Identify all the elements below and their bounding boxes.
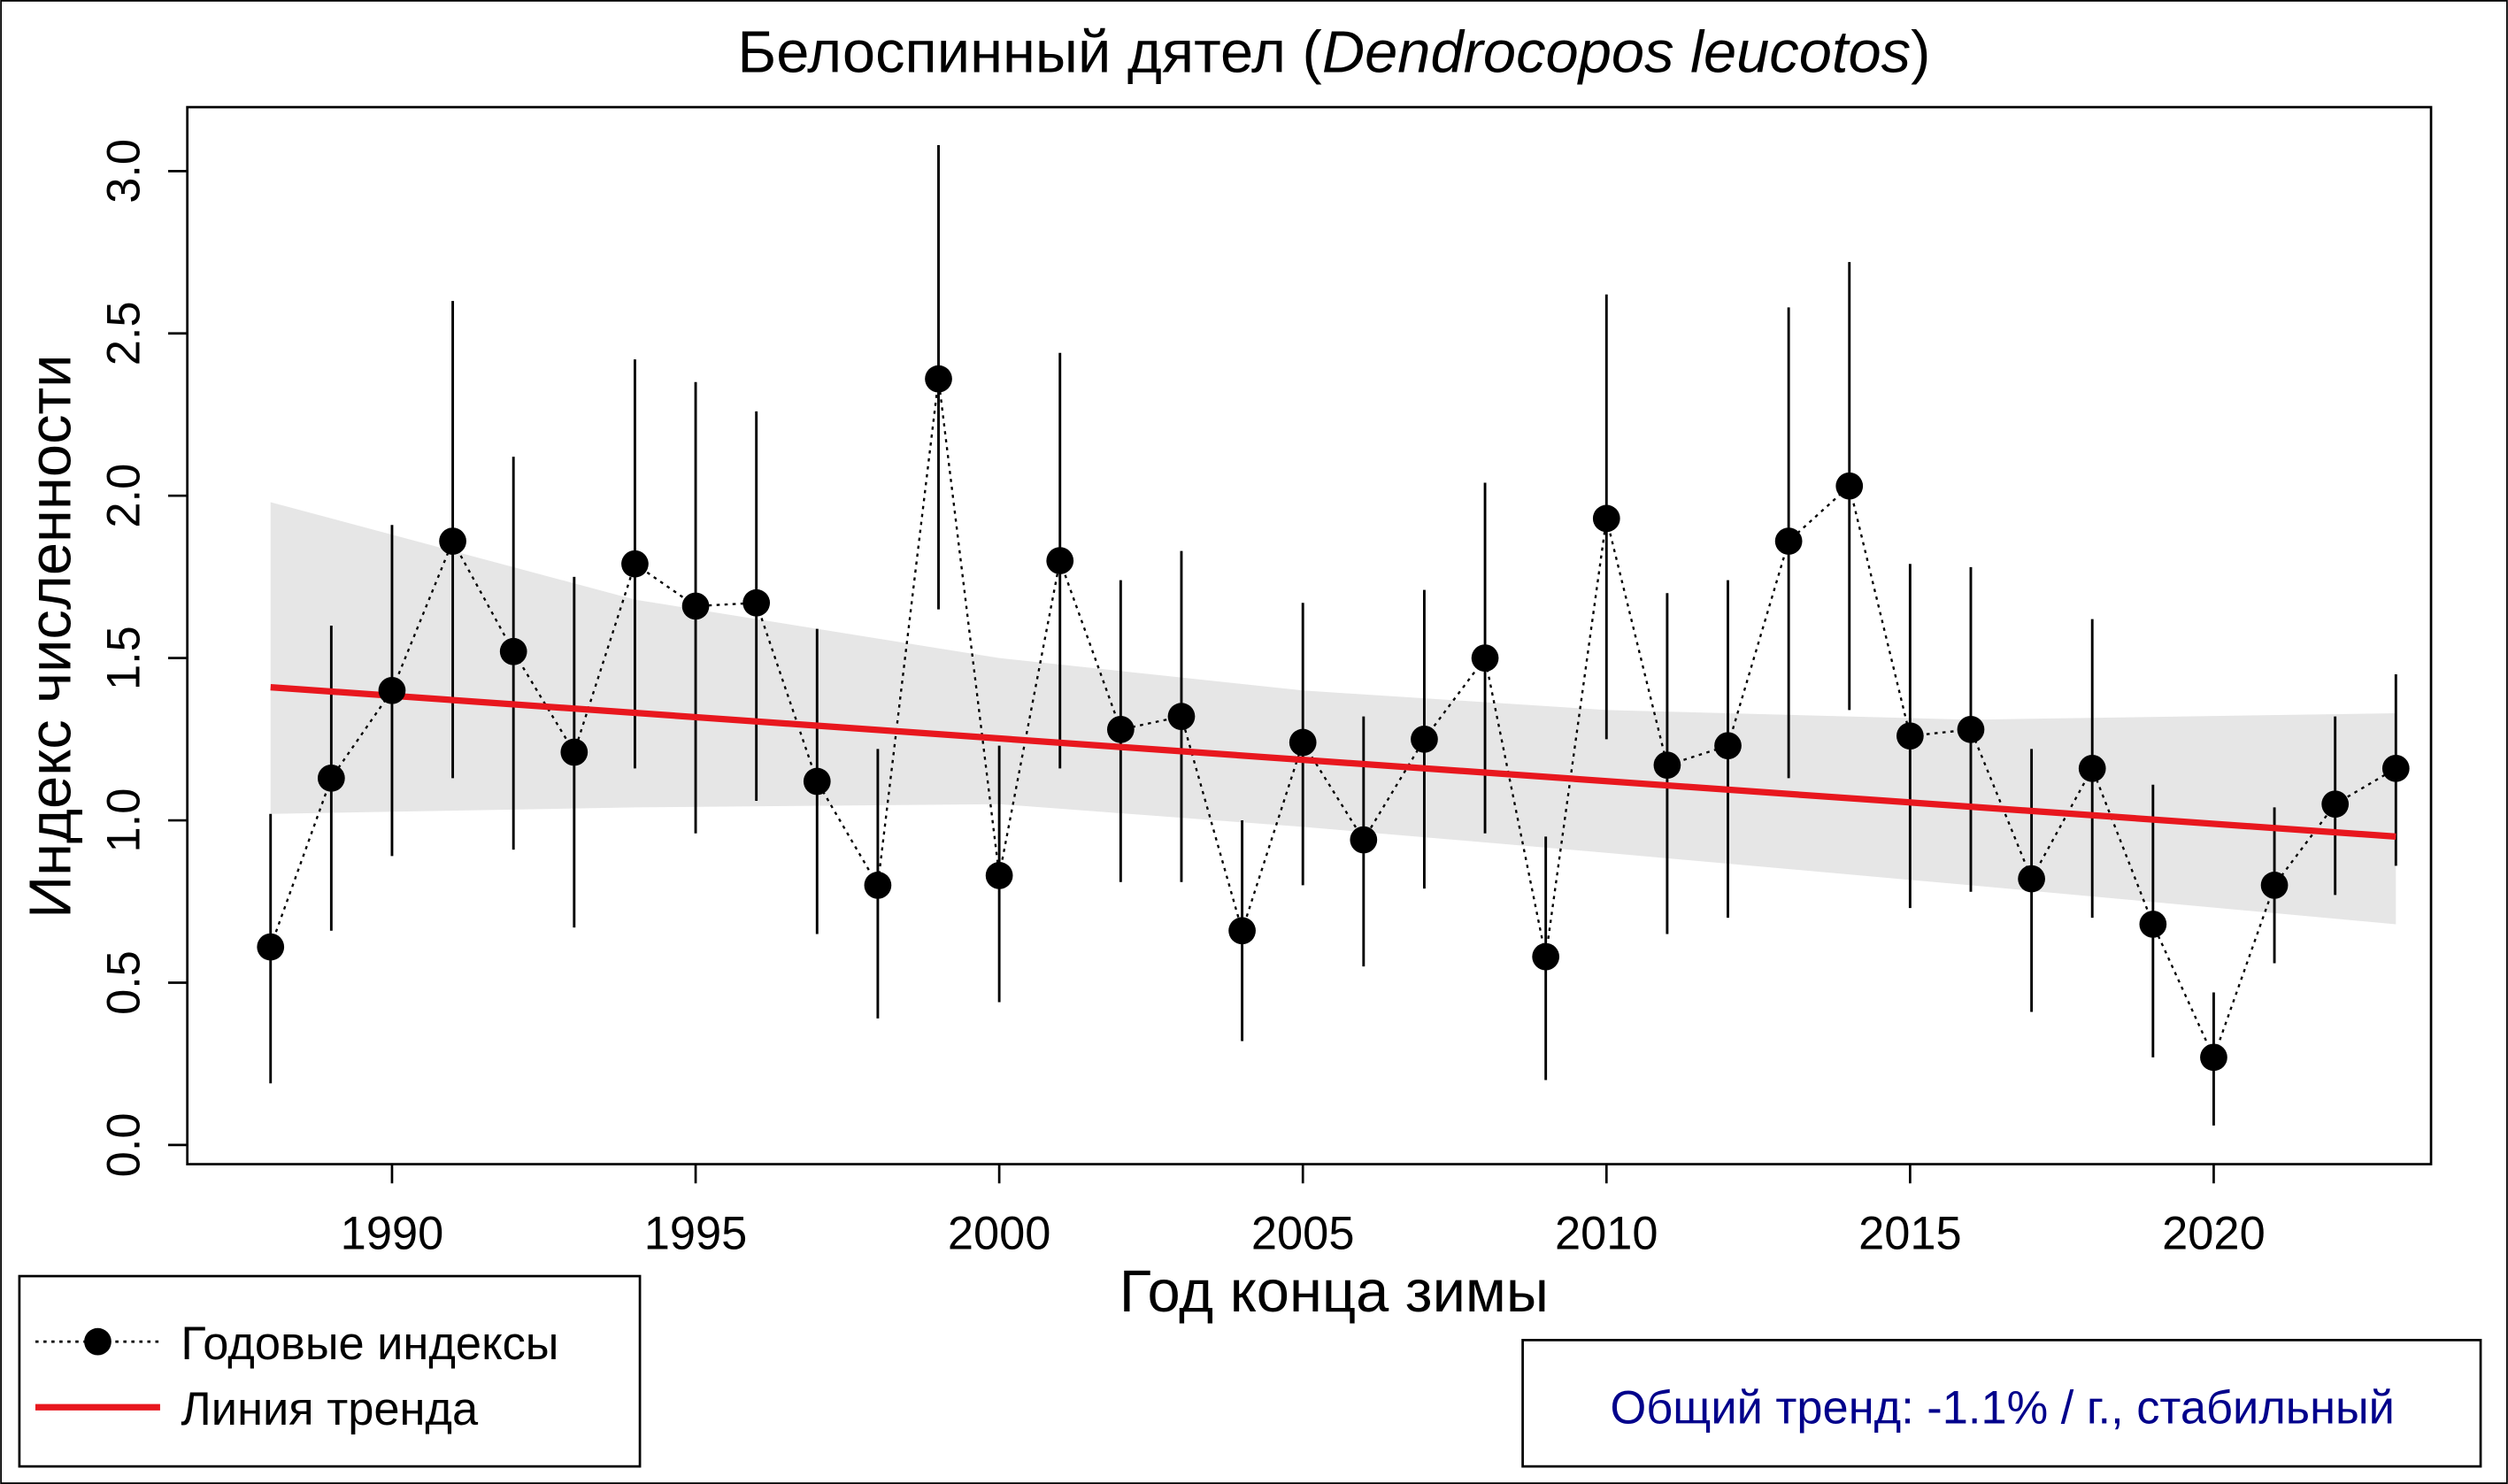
x-tick-label-2005: 2005 — [1251, 1208, 1355, 1259]
data-point-2010 — [1592, 504, 1620, 533]
trend-confidence-band — [270, 502, 2396, 925]
data-point-1999 — [925, 365, 952, 393]
y-tick-label-1.5: 1.5 — [98, 626, 150, 690]
trend-annotation-box: Общий тренд: -1.1% / г., стабильный — [1521, 1339, 2482, 1468]
y-tick-label-1.0: 1.0 — [98, 788, 150, 853]
data-point-2011 — [1653, 751, 1681, 780]
data-point-2022 — [2321, 790, 2350, 819]
x-tick-label-2020: 2020 — [2162, 1208, 2266, 1259]
data-point-2017 — [2018, 865, 2045, 893]
y-tick-label-3.0: 3.0 — [98, 139, 150, 204]
data-point-2003 — [1167, 703, 1196, 731]
data-point-2023 — [2381, 754, 2410, 782]
legend-box — [18, 1274, 642, 1468]
data-point-1990 — [378, 676, 406, 704]
legend: Годовые индексы Линия тренда — [18, 1274, 642, 1468]
annotation-frame — [1521, 1339, 2482, 1468]
data-point-2001 — [1046, 547, 1074, 574]
x-tick-label-2015: 2015 — [1858, 1208, 1962, 1259]
x-tick-label-2000: 2000 — [948, 1208, 1051, 1259]
data-point-1998 — [864, 872, 892, 899]
data-point-2016 — [1957, 715, 1985, 743]
x-tick-label-2010: 2010 — [1555, 1208, 1658, 1259]
legend-point-marker — [84, 1327, 112, 1356]
data-point-2008 — [1471, 644, 1499, 672]
y-tick-label-0.0: 0.0 — [98, 1112, 150, 1177]
data-point-1988 — [257, 933, 285, 961]
chart-title: Белоспинный дятел (Dendrocopos leucotos) — [737, 19, 1930, 85]
trend-annotation: Общий тренд: -1.1% / г., стабильный — [1610, 1382, 2394, 1434]
y-tick-label-0.5: 0.5 — [98, 950, 150, 1015]
data-point-1989 — [317, 764, 345, 792]
data-point-2006 — [1350, 826, 1378, 854]
x-tick-label-1995: 1995 — [644, 1208, 748, 1259]
x-axis-label: Год конца зимы — [1119, 1258, 1549, 1325]
data-point-2004 — [1228, 917, 1256, 945]
data-point-1997 — [803, 767, 831, 796]
data-point-2018 — [2078, 754, 2106, 782]
data-point-2005 — [1289, 728, 1317, 757]
data-point-2019 — [2139, 911, 2167, 938]
trend-line — [270, 684, 2396, 840]
confidence-band-area — [270, 502, 2396, 925]
data-point-2020 — [2200, 1043, 2227, 1072]
data-point-2009 — [1532, 942, 1560, 971]
y-axis-label: Индекс численности — [18, 355, 84, 919]
x-tick-label-1990: 1990 — [341, 1208, 444, 1259]
data-point-1996 — [742, 588, 771, 617]
data-point-1993 — [560, 738, 589, 766]
y-tick-label-2.5: 2.5 — [98, 301, 150, 365]
data-point-2014 — [1835, 472, 1864, 500]
y-tick-label-2.0: 2.0 — [98, 464, 150, 528]
data-point-2007 — [1411, 725, 1438, 753]
data-point-1994 — [621, 550, 649, 578]
data-point-1991 — [439, 527, 466, 555]
data-point-1992 — [499, 637, 527, 665]
annual-index-line — [269, 378, 2396, 1060]
legend-label-trend: Линия тренда — [181, 1384, 479, 1435]
data-point-2002 — [1106, 715, 1135, 743]
legend-label-annual: Годовые индексы — [181, 1319, 558, 1370]
data-point-1995 — [681, 592, 710, 620]
plot-area-frame — [186, 105, 2433, 1165]
data-point-2021 — [2260, 872, 2289, 899]
data-point-2013 — [1774, 527, 1803, 555]
data-point-2000 — [985, 862, 1013, 889]
data-point-2015 — [1896, 722, 1924, 750]
data-point-2012 — [1714, 732, 1742, 760]
